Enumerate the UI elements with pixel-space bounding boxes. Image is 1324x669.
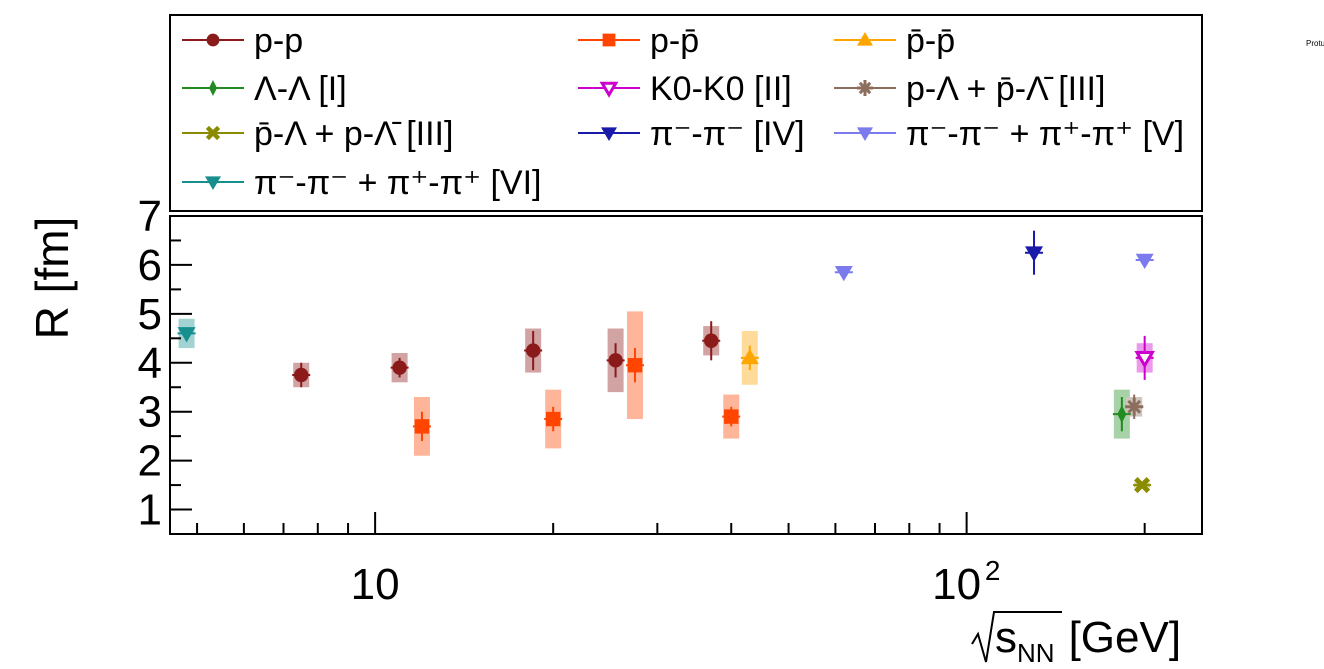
x-tick-exponent: 2 — [985, 555, 1001, 586]
y-axis-label: R [fm] — [26, 217, 78, 340]
triangle-down-marker — [601, 127, 617, 141]
y-tick-label: 4 — [138, 339, 162, 388]
data-points — [177, 230, 1155, 494]
square-marker — [602, 33, 616, 47]
legend-label: π⁻-π⁻ + π⁺-π⁺ [VI] — [254, 164, 541, 202]
diamond-marker — [1117, 405, 1127, 424]
legend-label: p-Λ + p̄-Λ̄ [III] — [906, 70, 1105, 108]
star-marker — [857, 80, 873, 96]
star-marker — [1125, 397, 1144, 416]
circle-marker — [704, 333, 719, 348]
legend-label: Λ-Λ [I] — [254, 70, 347, 108]
circle-marker — [608, 353, 623, 368]
square-marker — [414, 419, 430, 434]
cross-marker — [1134, 477, 1151, 494]
y-tick-label: 5 — [138, 290, 162, 339]
triangle-up-marker — [857, 32, 873, 46]
legend-label: p-p — [254, 22, 303, 60]
y-tick-label: 7 — [138, 192, 162, 241]
x-tick-label: 10 — [932, 560, 981, 609]
legend-label: p̄-Λ + p-Λ̄ [III] — [254, 115, 453, 153]
circle-marker — [525, 343, 541, 358]
corner-label: Protu — [1306, 39, 1324, 48]
y-tick-label: 6 — [138, 241, 162, 290]
square-marker — [627, 358, 643, 373]
open-triangle-marker — [1134, 350, 1155, 369]
square-marker — [545, 411, 561, 427]
legend-label: π⁻-π⁻ [IV] — [650, 115, 805, 153]
legend: p-p p-p̄ p̄-p̄ Λ-Λ [I] K0-K0 [II] p-Λ + p̄-Λ̄… — [182, 22, 1184, 202]
x-tick-label: 10 — [351, 560, 400, 609]
triangle-down-marker — [1025, 246, 1044, 262]
cross-marker — [205, 125, 221, 141]
triangle-down-marker — [834, 265, 853, 282]
circle-marker — [206, 33, 220, 47]
circle-marker — [294, 367, 309, 383]
legend-label: p̄-p̄ — [906, 22, 955, 60]
triangle-down-marker — [857, 127, 873, 141]
systematic-bands — [178, 311, 1153, 488]
y-tick-label: 1 — [138, 486, 162, 535]
triangle-down-marker — [205, 176, 221, 190]
x-axis-label: sNN [GeV] — [971, 611, 1181, 668]
triangle-down-marker — [1135, 253, 1154, 270]
triangle-down-marker — [177, 327, 196, 343]
circle-marker — [392, 360, 407, 375]
open-triangle-marker — [599, 81, 619, 98]
diamond-marker — [209, 80, 217, 96]
triangle-up-marker — [740, 348, 759, 365]
y-tick-label: 3 — [138, 388, 162, 437]
x-label-text: sNN [GeV] — [995, 613, 1181, 668]
plot-frame — [169, 215, 1203, 535]
square-marker — [724, 409, 739, 424]
legend-label: π⁻-π⁻ + π⁺-π⁺ [V] — [906, 115, 1184, 153]
sqrt-sign-icon — [971, 611, 1062, 663]
legend-label: K0-K0 [II] — [650, 70, 792, 108]
legend-box — [169, 14, 1203, 212]
legend-label: p-p̄ — [650, 22, 699, 60]
y-tick-label: 2 — [138, 437, 162, 486]
